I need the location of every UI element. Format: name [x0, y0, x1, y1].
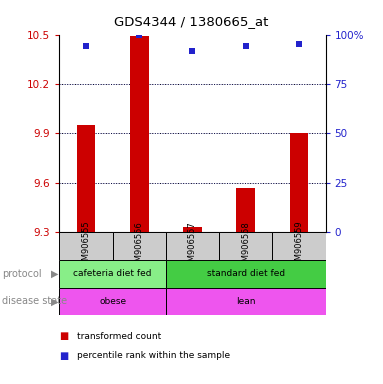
Bar [290, 133, 308, 232]
Bar [272, 232, 326, 260]
Text: ▶: ▶ [51, 296, 58, 306]
Text: transformed count: transformed count [77, 332, 161, 341]
Point [136, 32, 142, 38]
Bar [236, 188, 255, 232]
Text: cafeteria diet fed: cafeteria diet fed [74, 269, 152, 278]
Text: ▶: ▶ [51, 269, 58, 279]
Text: disease state: disease state [2, 296, 67, 306]
Text: percentile rank within the sample: percentile rank within the sample [77, 351, 230, 360]
Point [83, 43, 89, 49]
Bar [59, 288, 166, 315]
Text: protocol: protocol [2, 269, 41, 279]
Point [243, 43, 249, 49]
Bar [166, 232, 219, 260]
Text: ■: ■ [59, 351, 69, 361]
Bar [113, 232, 166, 260]
Text: GSM906555: GSM906555 [82, 221, 90, 271]
Text: ■: ■ [59, 331, 69, 341]
Point [296, 41, 302, 48]
Bar [219, 232, 272, 260]
Point [190, 48, 196, 54]
Bar [183, 227, 202, 232]
Text: GSM906557: GSM906557 [188, 221, 197, 271]
Text: obese: obese [99, 297, 126, 306]
Text: lean: lean [236, 297, 255, 306]
Text: standard diet fed: standard diet fed [207, 269, 285, 278]
Text: GSM906559: GSM906559 [295, 221, 303, 271]
Text: GSM906556: GSM906556 [135, 221, 144, 271]
Bar [166, 288, 326, 315]
Bar [59, 260, 166, 288]
Text: GSM906558: GSM906558 [241, 221, 250, 271]
Bar [59, 232, 113, 260]
Bar [77, 125, 95, 232]
Bar [166, 260, 326, 288]
Bar [130, 36, 149, 232]
Text: GDS4344 / 1380665_at: GDS4344 / 1380665_at [114, 15, 269, 28]
